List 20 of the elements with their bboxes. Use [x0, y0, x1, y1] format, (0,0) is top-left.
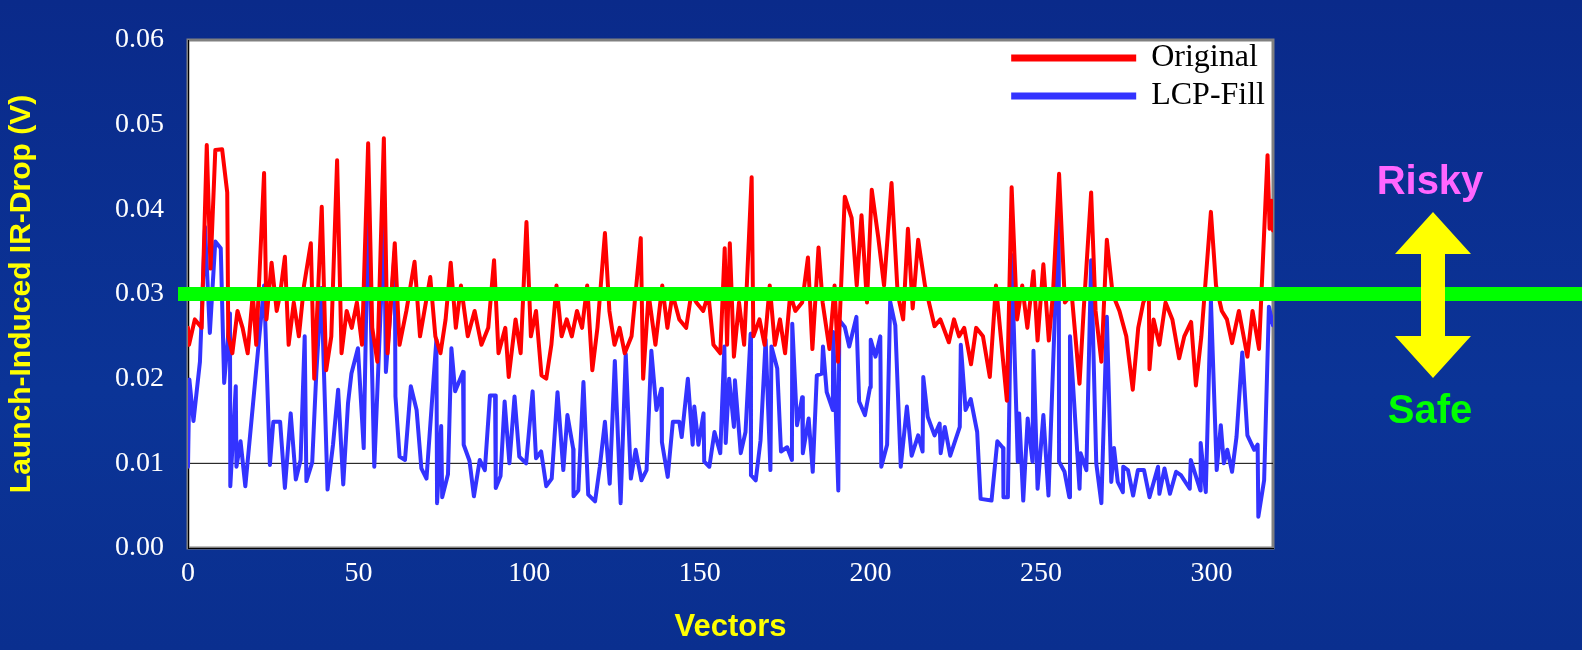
x-tick-label: 150 [678, 556, 721, 588]
x-tick-label: 50 [344, 556, 373, 588]
y-tick-label: 0.02 [115, 361, 164, 393]
y-tick-label: 0.06 [115, 22, 164, 54]
x-tick-label: 100 [508, 556, 551, 588]
x-axis-title: Vectors [674, 607, 787, 643]
x-tick-label: 200 [849, 556, 892, 588]
x-tick-label: 250 [1019, 556, 1062, 588]
x-tick-label: 300 [1190, 556, 1233, 588]
text: Safe [1387, 387, 1473, 432]
y-tick-label: 0.05 [115, 107, 164, 139]
y-tick-label: 0.00 [115, 530, 164, 562]
x-tick-label: 0 [181, 556, 195, 588]
y-tick-label: 0.04 [115, 191, 164, 223]
y-tick-label: 0.03 [115, 276, 164, 308]
legend-label: LCP-Fill [1151, 75, 1266, 112]
text: Risky [1376, 158, 1485, 203]
y-axis-title: Launch-Induced IR-Drop (V) [3, 94, 37, 494]
legend-label: Original [1151, 37, 1258, 74]
y-tick-label: 0.01 [115, 445, 164, 477]
